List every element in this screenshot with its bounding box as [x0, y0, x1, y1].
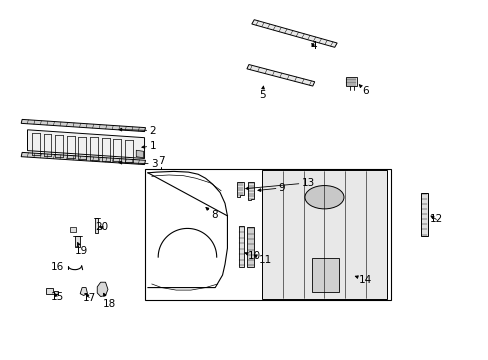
Polygon shape — [237, 182, 243, 197]
Text: 19: 19 — [75, 243, 88, 256]
Polygon shape — [420, 193, 427, 235]
Text: 2: 2 — [119, 126, 156, 135]
Text: 12: 12 — [429, 215, 442, 224]
Polygon shape — [70, 227, 76, 231]
Text: 8: 8 — [205, 207, 218, 220]
Text: 20: 20 — [95, 222, 108, 232]
Polygon shape — [95, 219, 98, 233]
Text: 6: 6 — [359, 85, 368, 96]
Text: 4: 4 — [310, 41, 316, 51]
Text: 17: 17 — [82, 293, 96, 303]
Polygon shape — [251, 20, 336, 47]
Text: 1: 1 — [142, 141, 156, 151]
Text: 3: 3 — [119, 159, 157, 169]
Polygon shape — [80, 288, 87, 296]
Text: 9: 9 — [257, 183, 285, 193]
Polygon shape — [261, 170, 386, 299]
Polygon shape — [27, 130, 144, 158]
Polygon shape — [238, 226, 244, 267]
Polygon shape — [247, 182, 254, 201]
Text: 7: 7 — [158, 156, 164, 166]
Ellipse shape — [305, 185, 343, 209]
Polygon shape — [136, 150, 143, 158]
Text: 18: 18 — [103, 293, 116, 309]
Text: 10: 10 — [244, 251, 261, 261]
Polygon shape — [345, 77, 356, 86]
FancyBboxPatch shape — [311, 258, 338, 292]
Polygon shape — [75, 235, 80, 247]
Text: 14: 14 — [355, 275, 371, 285]
Polygon shape — [46, 288, 58, 294]
Text: 15: 15 — [50, 292, 63, 302]
Text: 13: 13 — [245, 178, 314, 190]
Text: 11: 11 — [254, 255, 272, 265]
Polygon shape — [246, 64, 314, 86]
Polygon shape — [97, 282, 108, 297]
Polygon shape — [247, 227, 254, 267]
Text: 5: 5 — [258, 86, 265, 100]
Text: 16: 16 — [51, 262, 64, 272]
Polygon shape — [21, 120, 145, 132]
Polygon shape — [21, 152, 145, 165]
